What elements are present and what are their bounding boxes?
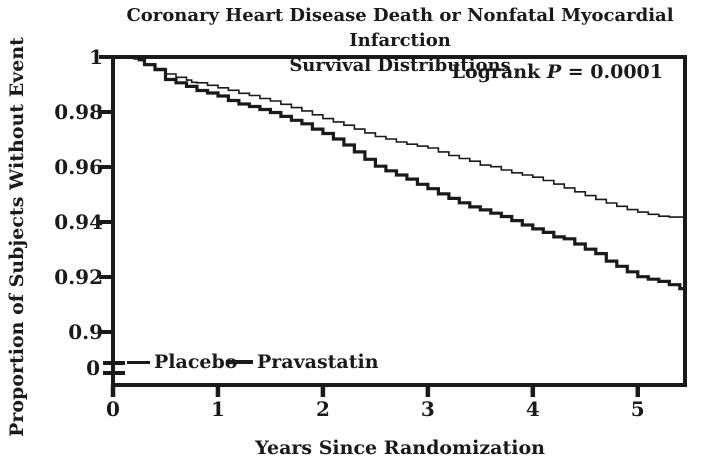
y-tick-label: 0.9 bbox=[68, 320, 103, 344]
legend-label-placebo: Placebo bbox=[154, 351, 238, 373]
logrank-text: Logrank bbox=[451, 61, 547, 83]
y-tick-label: 1 bbox=[89, 45, 103, 69]
x-tick-label: 2 bbox=[315, 397, 330, 421]
y-tick-label: 0.94 bbox=[54, 210, 103, 234]
chart-title-line2: Survival Distributions bbox=[289, 55, 511, 76]
x-tick-label: 5 bbox=[630, 397, 645, 421]
y-tick-label: 0.98 bbox=[54, 100, 103, 124]
logrank-p-symbol: P bbox=[546, 61, 562, 83]
placebo-line-sample-icon bbox=[127, 361, 150, 364]
x-axis-title: Years Since Randomization bbox=[255, 437, 545, 459]
y-tick-label: 0.96 bbox=[54, 155, 103, 179]
placebo-curve bbox=[113, 57, 685, 219]
pravastatin-curve bbox=[113, 57, 685, 291]
x-tick-label: 0 bbox=[106, 397, 120, 421]
chart-title-line1: Coronary Heart Disease Death or Nonfatal… bbox=[126, 5, 674, 51]
chart-title: Coronary Heart Disease Death or Nonfatal… bbox=[74, 3, 726, 78]
plot-border bbox=[111, 55, 687, 387]
x-tick-label: 1 bbox=[210, 397, 225, 421]
logrank-value: = 0.0001 bbox=[561, 61, 663, 83]
y-tick-label: 0.92 bbox=[54, 265, 103, 289]
y-axis-break-label: 0 bbox=[86, 356, 100, 380]
x-tick-label: 3 bbox=[420, 397, 435, 421]
pravastatin-line-sample-icon bbox=[226, 360, 253, 364]
x-tick-label: 4 bbox=[525, 397, 540, 421]
logrank-annotation: Logrank P = 0.0001 bbox=[400, 61, 663, 83]
legend-label-pravastatin: Pravastatin bbox=[257, 351, 379, 373]
